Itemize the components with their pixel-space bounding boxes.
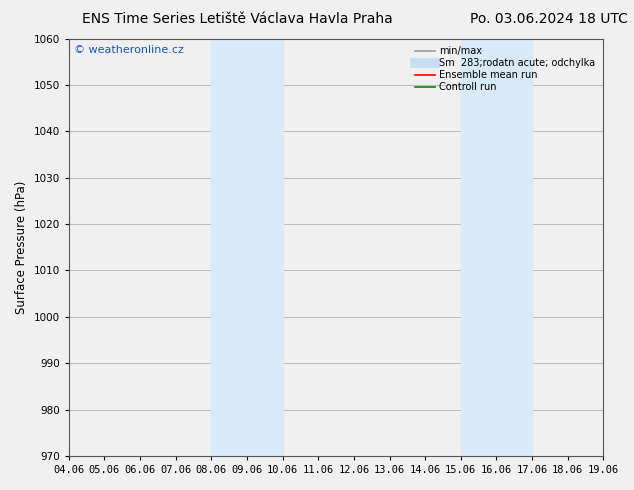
Text: Po. 03.06.2024 18 UTC: Po. 03.06.2024 18 UTC bbox=[470, 12, 628, 26]
Text: ENS Time Series Letiště Václava Havla Praha: ENS Time Series Letiště Václava Havla Pr… bbox=[82, 12, 393, 26]
Bar bbox=[211, 39, 283, 456]
Bar bbox=[461, 39, 532, 456]
Legend: min/max, Sm  283;rodatn acute; odchylka, Ensemble mean run, Controll run: min/max, Sm 283;rodatn acute; odchylka, … bbox=[412, 44, 598, 95]
Text: © weatheronline.cz: © weatheronline.cz bbox=[74, 45, 184, 55]
Y-axis label: Surface Pressure (hPa): Surface Pressure (hPa) bbox=[15, 181, 28, 314]
